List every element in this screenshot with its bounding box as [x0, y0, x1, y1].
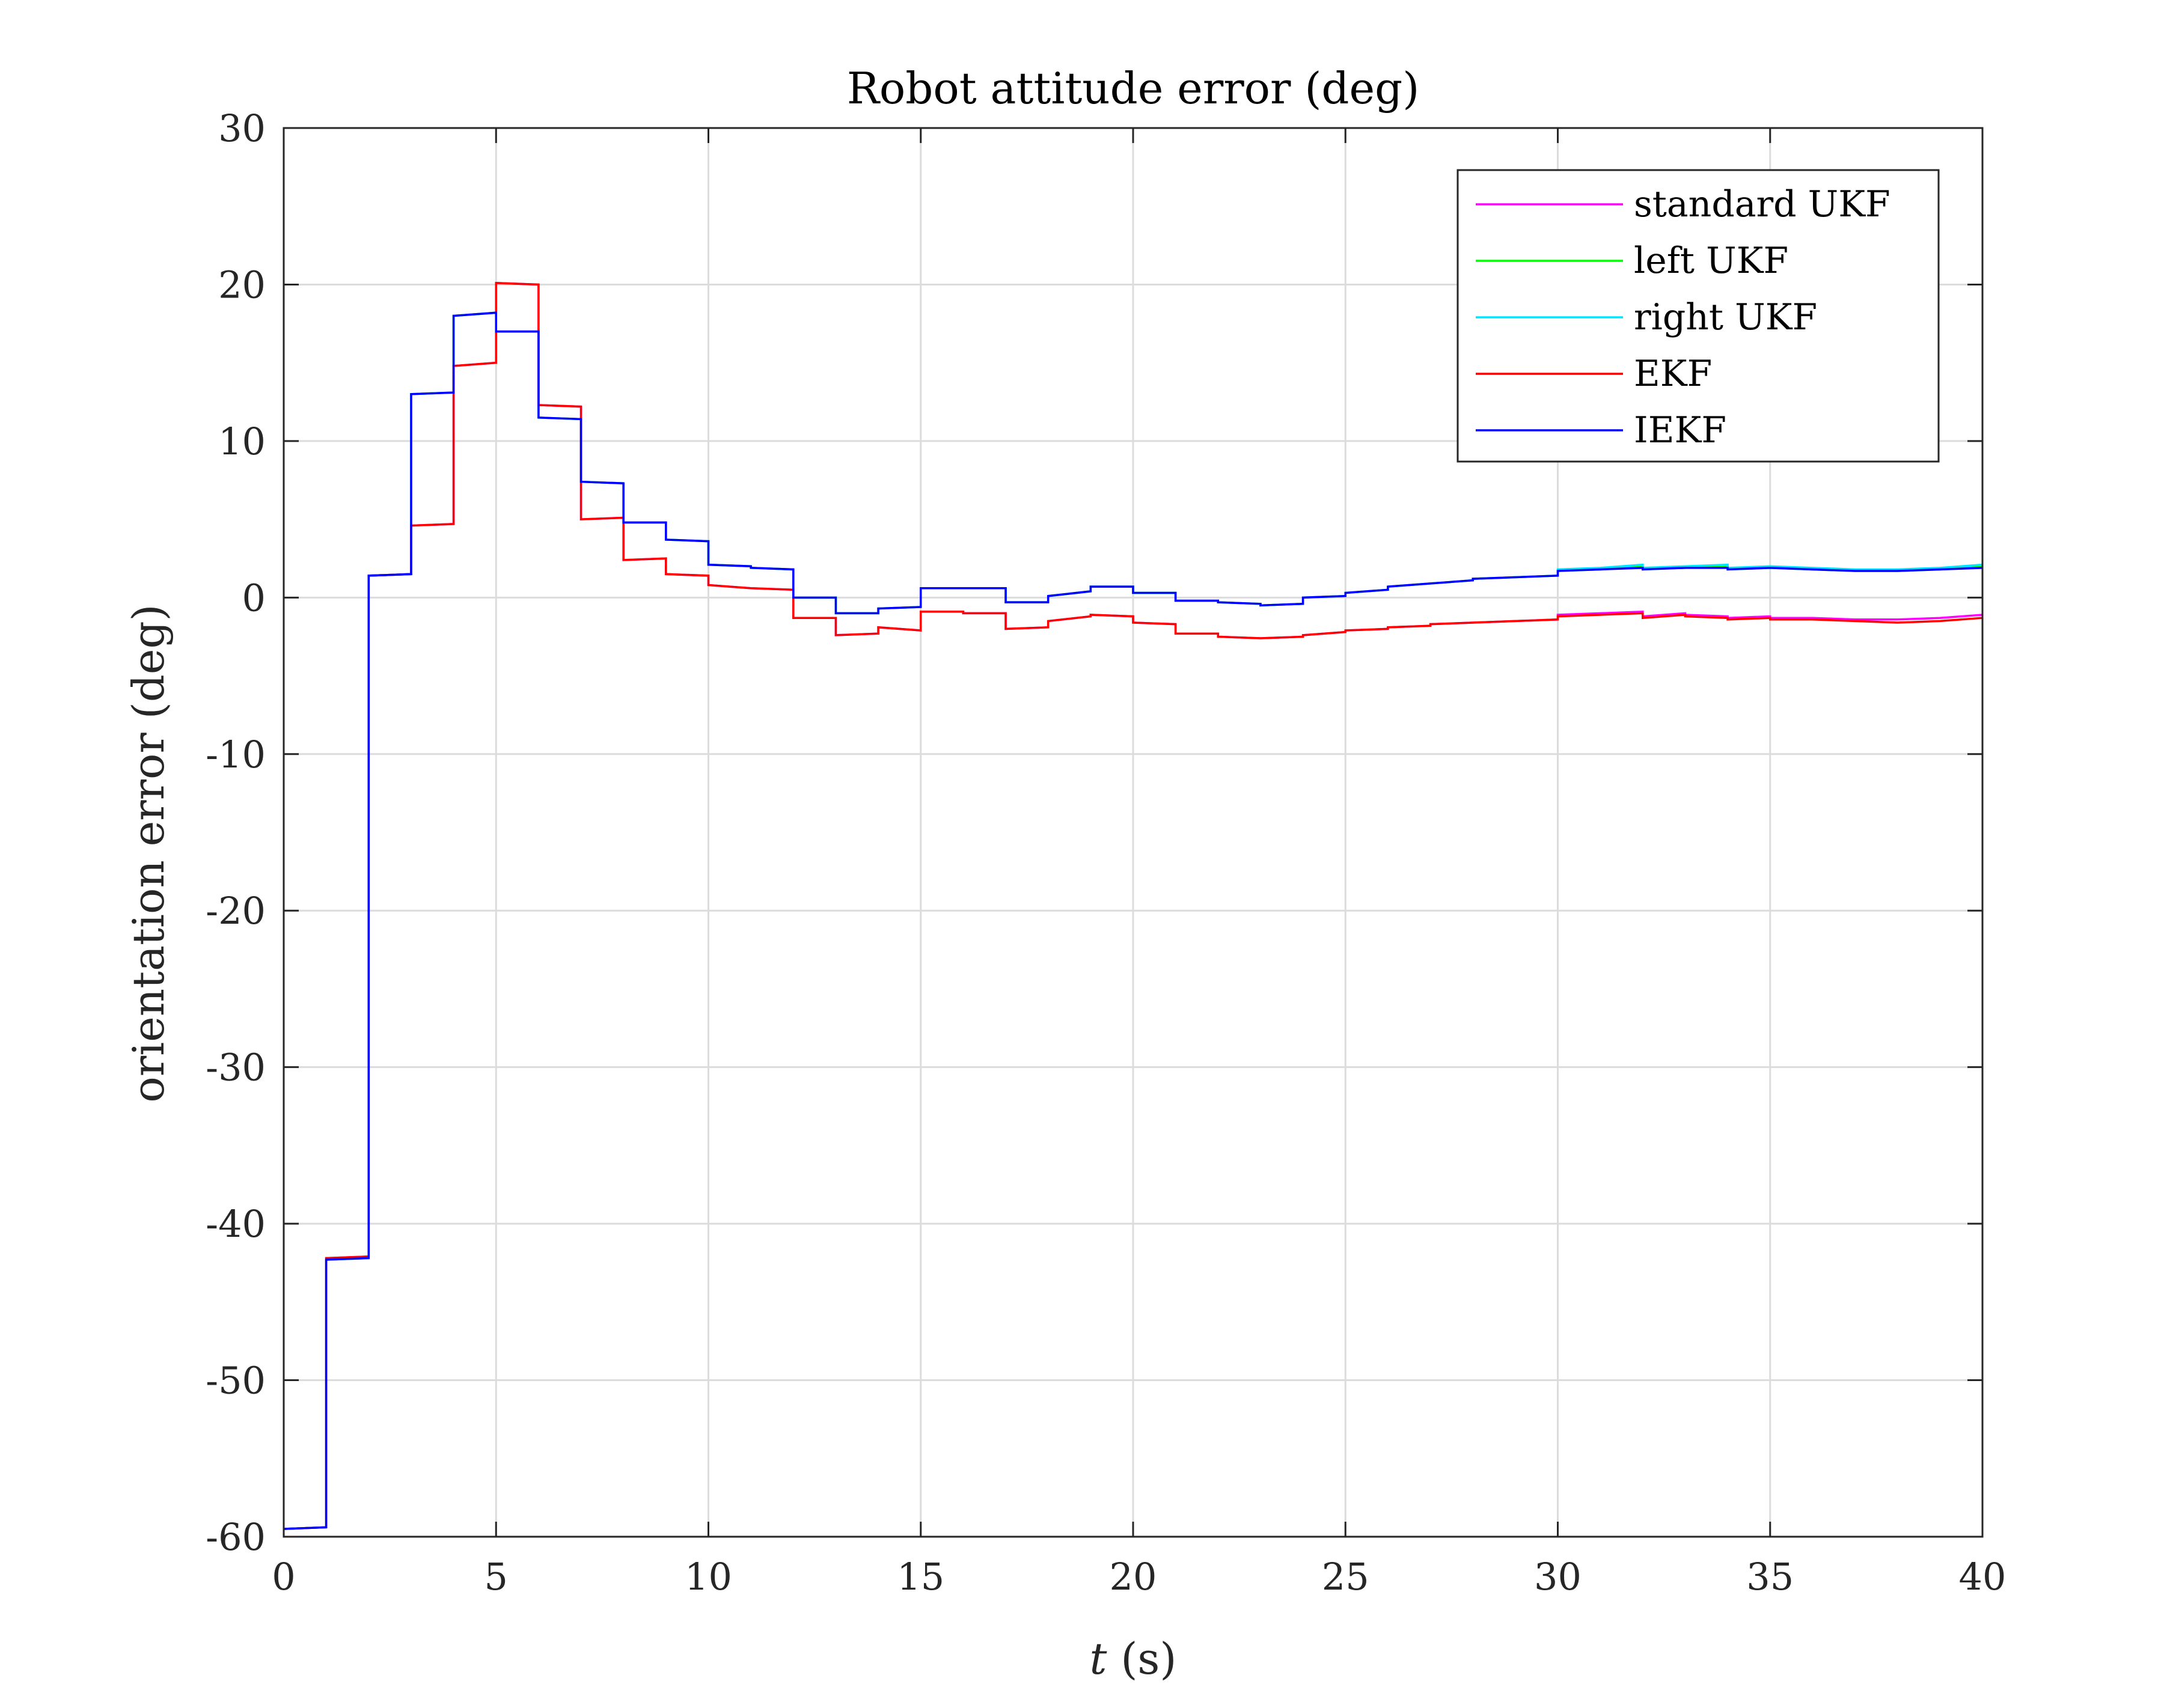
y-tick-label: -20	[206, 889, 266, 933]
chart-title: Robot attitude error (deg)	[847, 63, 1420, 114]
y-axis-label: orientation error (deg)	[123, 604, 174, 1102]
x-tick-label: 15	[897, 1555, 944, 1599]
legend-label: standard UKF	[1634, 183, 1890, 225]
series-group	[283, 282, 1983, 1530]
x-tick-label: 30	[1534, 1555, 1582, 1599]
y-tick-label: -30	[206, 1046, 266, 1090]
x-tick-label: 10	[685, 1555, 732, 1599]
x-axis-label-unit: (s)	[1107, 1633, 1176, 1684]
series-line-iekf	[283, 311, 1983, 1530]
x-tick-label: 20	[1110, 1555, 1157, 1599]
y-ticks: 30 20 10 0 -10 -20 -30 -40 -50 -60	[206, 106, 1982, 1559]
legend-label: IEKF	[1634, 409, 1726, 451]
x-tick-label: 25	[1322, 1555, 1369, 1599]
x-tick-label: 5	[484, 1555, 508, 1599]
x-tick-label: 0	[272, 1555, 295, 1599]
y-tick-label: -50	[206, 1359, 266, 1403]
y-tick-label: -60	[206, 1515, 266, 1559]
y-tick-label: 30	[218, 106, 266, 150]
x-axis-label-variable: t	[1090, 1633, 1108, 1684]
x-ticks: 0 5 10 15 20 25 30 35 40	[272, 128, 2006, 1599]
grid	[284, 128, 1982, 1537]
y-tick-label: 0	[242, 576, 266, 620]
legend-label: EKF	[1634, 353, 1712, 395]
x-axis-label: t (s)	[1090, 1633, 1177, 1684]
legend: standard UKF left UKF right UKF EKF IEKF	[1456, 169, 1940, 463]
legend-label: right UKF	[1634, 296, 1817, 338]
legend-box	[1456, 169, 1940, 463]
y-tick-label: -40	[206, 1202, 266, 1246]
x-tick-label: 40	[1959, 1555, 2007, 1599]
y-tick-label: 20	[218, 263, 266, 307]
legend-label: left UKF	[1634, 240, 1788, 282]
x-tick-label: 35	[1746, 1555, 1794, 1599]
y-tick-label: 10	[218, 419, 266, 463]
y-tick-label: -10	[206, 733, 266, 776]
